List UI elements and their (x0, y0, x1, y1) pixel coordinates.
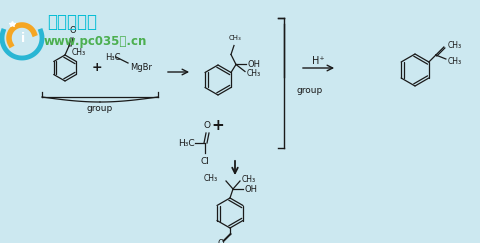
Text: CH₃: CH₃ (246, 69, 261, 78)
Text: +: + (92, 61, 102, 73)
Text: CH₃: CH₃ (72, 47, 86, 57)
Text: O: O (70, 26, 76, 35)
Text: CH₃: CH₃ (241, 174, 255, 183)
Text: group: group (87, 104, 113, 113)
Text: O: O (217, 238, 224, 243)
Text: H⁺: H⁺ (311, 56, 324, 66)
Text: MgBr: MgBr (130, 62, 152, 71)
Text: OH: OH (244, 184, 257, 193)
Text: group: group (296, 86, 323, 95)
Text: CH₃: CH₃ (447, 41, 461, 50)
Text: OH: OH (248, 60, 261, 69)
Text: CH₃: CH₃ (228, 35, 241, 42)
Text: CH₃: CH₃ (204, 174, 217, 182)
Text: H₃C: H₃C (178, 139, 194, 148)
Text: Cl: Cl (200, 157, 209, 166)
Text: O: O (203, 121, 210, 130)
Text: 河东软件园: 河东软件园 (47, 13, 97, 31)
Text: CH₃: CH₃ (447, 57, 461, 66)
Text: i: i (21, 33, 25, 45)
Text: +: + (211, 118, 224, 132)
Text: www.pc035马.cn: www.pc035马.cn (44, 35, 147, 49)
Text: H₃C: H₃C (105, 52, 120, 61)
